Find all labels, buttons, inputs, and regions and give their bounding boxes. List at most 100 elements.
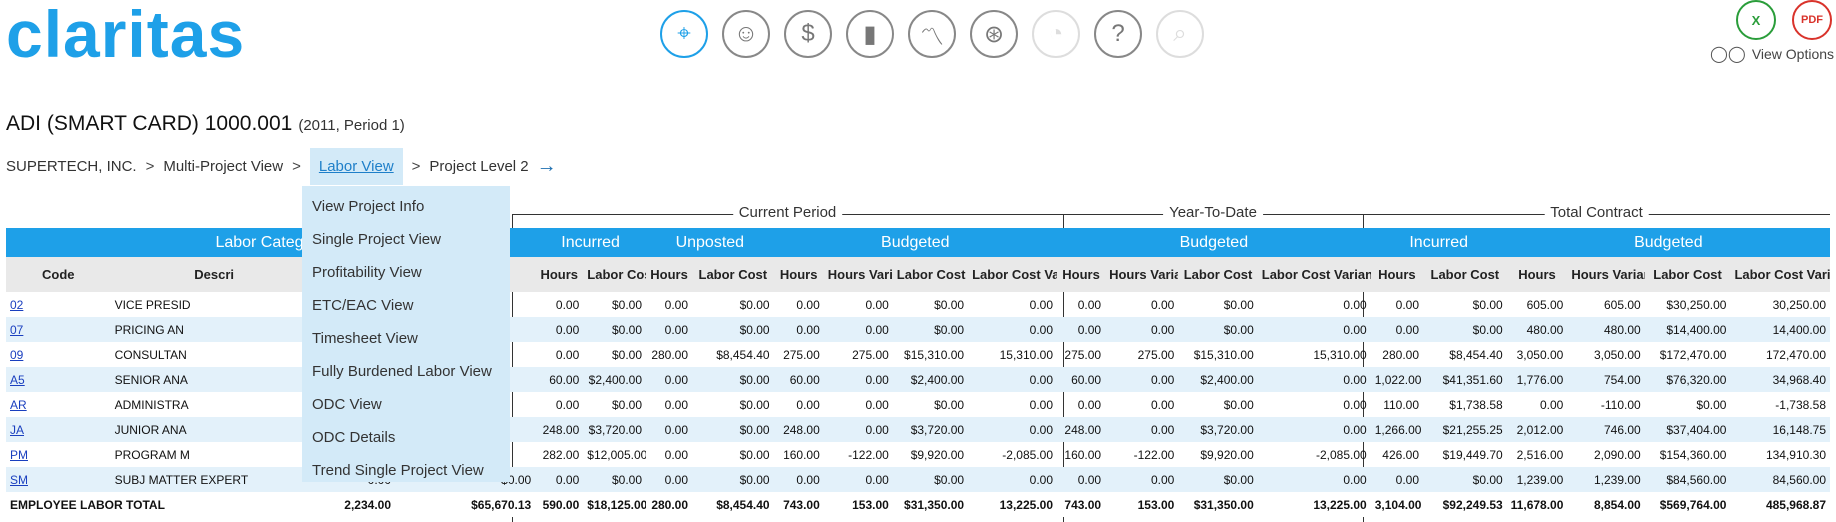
- claritas-logo[interactable]: claritas: [6, 0, 246, 71]
- labor-code-link[interactable]: 07: [10, 322, 24, 337]
- bar-chart-icon[interactable]: ▮: [846, 10, 894, 58]
- labor-code-link[interactable]: AR: [10, 397, 27, 412]
- excel-export-icon[interactable]: X: [1736, 0, 1776, 40]
- column-header[interactable]: Hours: [773, 257, 824, 292]
- menu-item[interactable]: Fully Burdened Labor View: [312, 363, 492, 380]
- value-cell: 0.00: [646, 317, 693, 342]
- column-header[interactable]: Labor Cost: [583, 257, 647, 292]
- value-cell: 248.00: [773, 417, 824, 442]
- value-cell: 0.00: [1395, 297, 1419, 312]
- column-header[interactable]: Hours: [1370, 257, 1423, 292]
- value-cell: 0.00: [646, 417, 693, 442]
- value-cell: 60.00: [773, 367, 824, 392]
- table-row: 02 VICE PRESID 0.00 $0.00 0.00 $0.00 0.00 0.00 $…: [6, 292, 1830, 317]
- value-cell: 0.00: [1257, 467, 1371, 492]
- column-header[interactable]: Hours Variance: [1105, 257, 1179, 292]
- search-icon[interactable]: ⌕: [1156, 10, 1204, 58]
- value-cell: 0.00: [555, 297, 580, 312]
- value-cell: 426.00: [1382, 447, 1419, 462]
- value-cell: 605.00: [1526, 297, 1564, 312]
- view-options-label: View Options: [1751, 46, 1835, 62]
- menu-item[interactable]: Single Project View: [312, 231, 441, 248]
- labor-code-link[interactable]: JA: [10, 422, 25, 437]
- menu-item[interactable]: Profitability View: [312, 264, 422, 281]
- view-options-toggle[interactable]: ◯◯ View Options: [1710, 44, 1834, 64]
- band-unposted: Unposted: [646, 228, 774, 257]
- breadcrumb-company[interactable]: SUPERTECH, INC.: [6, 157, 137, 175]
- column-header[interactable]: Hours Variance: [1567, 257, 1645, 292]
- breadcrumb-labor-view[interactable]: Labor View: [309, 147, 403, 185]
- column-header[interactable]: Labor Cost: [692, 257, 774, 292]
- people-icon[interactable]: ☺: [722, 10, 770, 58]
- column-header[interactable]: Hours: [1506, 257, 1568, 292]
- value-cell: $0.00: [739, 447, 770, 462]
- column-header[interactable]: Labor Cost Variance: [968, 257, 1057, 292]
- pie-chart-icon[interactable]: ◔: [1032, 10, 1080, 58]
- value-cell: 0.00: [1077, 397, 1102, 412]
- value-cell: 0.00: [1539, 397, 1564, 412]
- column-header[interactable]: Labor Cost: [892, 257, 969, 292]
- value-cell: 0.00: [968, 317, 1057, 342]
- column-header[interactable]: Hours: [1057, 257, 1106, 292]
- column-header[interactable]: Labor Cost: [1423, 257, 1507, 292]
- labor-table-body: 02 VICE PRESID 0.00 $0.00 0.00 $0.00 0.00 0.00 $…: [6, 292, 1830, 517]
- labor-code-link[interactable]: 09: [10, 347, 24, 362]
- menu-item[interactable]: ODC View: [312, 396, 382, 413]
- column-header[interactable]: Hours: [646, 257, 693, 292]
- column-header[interactable]: Descri: [110, 257, 318, 292]
- value-cell: 0.00: [1057, 467, 1106, 492]
- value-cell: 1,022.00: [1370, 367, 1423, 392]
- value-cell: 160.00: [783, 447, 820, 462]
- labor-code-link[interactable]: 02: [10, 297, 24, 312]
- column-header[interactable]: Hours Variance: [823, 257, 893, 292]
- value-cell: 16,148.75: [1730, 417, 1830, 442]
- column-header[interactable]: Hours: [535, 257, 584, 292]
- total-value: $65,670.13: [395, 492, 536, 517]
- labor-code-link[interactable]: SM: [10, 472, 28, 487]
- value-cell: $0.00: [1178, 317, 1258, 342]
- value-cell: 0.00: [1077, 297, 1102, 312]
- menu-item[interactable]: Timesheet View: [312, 330, 418, 347]
- menu-item[interactable]: Trend Single Project View: [312, 462, 484, 479]
- menu-item[interactable]: View Project Info: [312, 198, 425, 215]
- code-cell: AR: [6, 392, 111, 417]
- value-cell: 0.00: [823, 367, 893, 392]
- value-cell: $0.00: [739, 397, 770, 412]
- project-period: (2011, Period 1): [298, 117, 405, 134]
- menu-item[interactable]: ETC/EAC View: [312, 297, 414, 314]
- value-cell: 0.00: [773, 317, 824, 342]
- labor-code-link[interactable]: A5: [10, 372, 25, 387]
- value-cell: $154,360.00: [1659, 447, 1727, 462]
- group-year-to-date: Year-To-Date: [1063, 204, 1363, 224]
- column-header[interactable]: Labor Cost: [1644, 257, 1731, 292]
- value-cell: $0.00: [612, 297, 643, 312]
- column-header[interactable]: Code: [6, 257, 111, 292]
- value-cell: 1,266.00: [1370, 417, 1423, 442]
- help-icon[interactable]: ?: [1094, 10, 1142, 58]
- band-budgeted: Budgeted: [773, 228, 1057, 257]
- dollar-icon[interactable]: $: [784, 10, 832, 58]
- value-cell: -122.00: [1133, 447, 1175, 462]
- value-cell: 248.00: [535, 417, 584, 442]
- wheel-icon[interactable]: ⊛: [970, 10, 1018, 58]
- labor-code-link[interactable]: PM: [10, 447, 28, 462]
- value-cell: 0.00: [968, 467, 1057, 492]
- code-cell: 02: [6, 292, 111, 317]
- value-cell: $0.00: [1472, 297, 1503, 312]
- description-cell: CONSULTAN: [114, 347, 187, 362]
- menu-item[interactable]: ODC Details: [312, 429, 396, 446]
- arrow-right-icon[interactable]: →: [536, 154, 557, 177]
- value-cell: 0.00: [1105, 367, 1179, 392]
- value-cell: 0.00: [968, 367, 1057, 392]
- description-cell: PROGRAM M: [114, 447, 190, 462]
- column-header[interactable]: Labor Cost: [1178, 257, 1258, 292]
- breadcrumb-multi-project[interactable]: Multi-Project View: [163, 157, 284, 175]
- breadcrumb-project-level[interactable]: Project Level 2: [429, 157, 529, 175]
- code-cell: PM: [6, 442, 111, 467]
- line-chart-icon[interactable]: 〽: [908, 10, 956, 58]
- column-header[interactable]: Labor Cost Variance: [1730, 257, 1830, 292]
- pdf-export-icon[interactable]: PDF: [1792, 0, 1832, 40]
- filter-icon[interactable]: ⌖: [660, 10, 708, 58]
- column-header[interactable]: Labor Cost Variance: [1257, 257, 1371, 292]
- total-value: 13,225.00: [968, 492, 1057, 517]
